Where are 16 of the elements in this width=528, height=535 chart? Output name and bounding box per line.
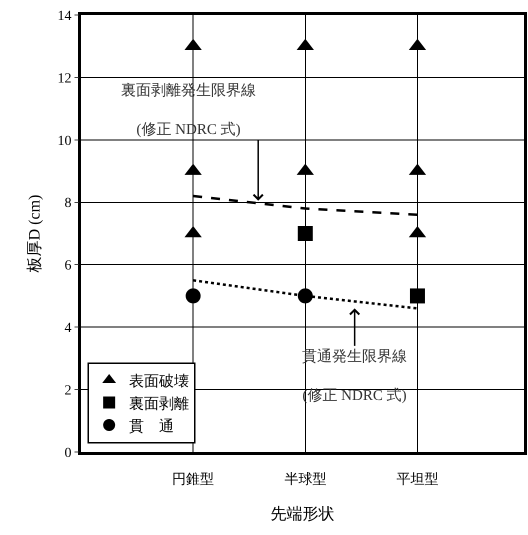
- y-axis-title: 板厚D (cm): [26, 194, 44, 274]
- y-tick-label: 6: [64, 258, 72, 274]
- y-tick-label: 2: [64, 383, 72, 398]
- y-tick-label: 8: [64, 196, 72, 212]
- y-tick-label: 4: [64, 321, 72, 336]
- x-axis-title: 先端形状: [270, 505, 334, 524]
- y-tick-label: 0: [64, 446, 72, 461]
- legend-label: 裏面剥離: [129, 395, 190, 412]
- legend-label: 貫 通: [129, 418, 174, 435]
- x-tick-label: 半球型: [284, 472, 326, 488]
- y-tick-label: 14: [57, 8, 72, 24]
- x-tick-label: 平坦型: [396, 472, 438, 488]
- y-tick-label: 12: [57, 71, 72, 86]
- y-tick-label: 10: [57, 134, 72, 149]
- x-tick-label: 円錐型: [172, 472, 214, 488]
- legend-label: 表面破壊: [129, 372, 190, 390]
